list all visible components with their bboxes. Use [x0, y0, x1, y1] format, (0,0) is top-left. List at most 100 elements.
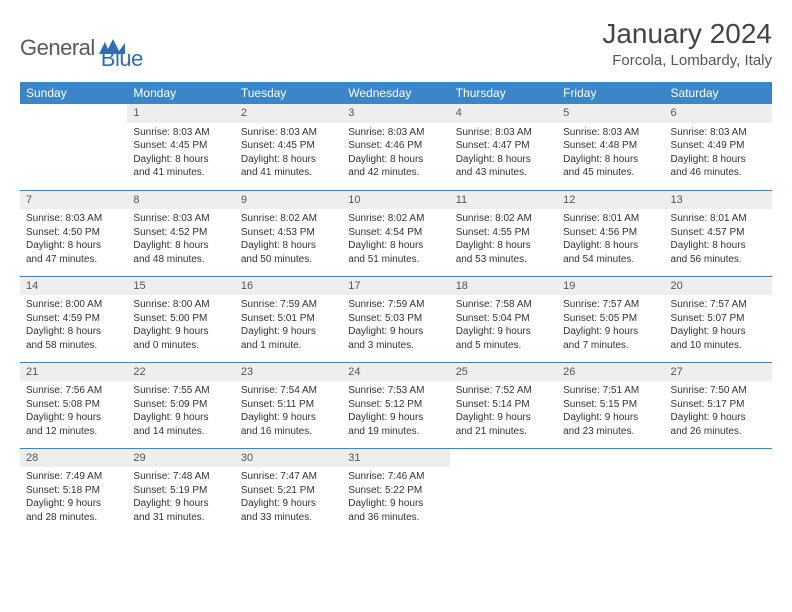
sunset-text: Sunset: 5:09 PM	[133, 398, 228, 412]
sunrise-text: Sunrise: 7:51 AM	[563, 384, 658, 398]
calendar-day-cell: 11Sunrise: 8:02 AMSunset: 4:55 PMDayligh…	[450, 190, 557, 276]
sunrise-text: Sunrise: 7:53 AM	[348, 384, 443, 398]
day-number: 18	[450, 277, 557, 296]
calendar-day-cell	[20, 104, 127, 190]
sunrise-text: Sunrise: 8:00 AM	[133, 298, 228, 312]
sunset-text: Sunset: 4:55 PM	[456, 226, 551, 240]
day-body: Sunrise: 7:54 AMSunset: 5:11 PMDaylight:…	[235, 381, 342, 442]
calendar-day-cell: 19Sunrise: 7:57 AMSunset: 5:05 PMDayligh…	[557, 276, 664, 362]
day-body: Sunrise: 7:58 AMSunset: 5:04 PMDaylight:…	[450, 295, 557, 356]
sunset-text: Sunset: 4:47 PM	[456, 139, 551, 153]
day-number: 28	[20, 449, 127, 468]
day-number: 3	[342, 104, 449, 123]
day-number: 31	[342, 449, 449, 468]
sunrise-text: Sunrise: 7:54 AM	[241, 384, 336, 398]
day-number: 24	[342, 363, 449, 382]
daylight-text-1: Daylight: 9 hours	[563, 325, 658, 339]
weekday-header: Monday	[127, 82, 234, 104]
calendar-day-cell: 12 Sunrise: 8:01 AMSunset: 4:56 PMDayligh…	[557, 190, 664, 276]
day-number: 22	[127, 363, 234, 382]
daylight-text-2: and 28 minutes.	[26, 511, 121, 525]
daylight-text-1: Daylight: 9 hours	[563, 411, 658, 425]
logo-blue: Blue	[101, 46, 143, 71]
daylight-text-2: and 12 minutes.	[26, 425, 121, 439]
daylight-text-2: and 10 minutes.	[671, 339, 766, 353]
calendar-week-row: 7Sunrise: 8:03 AMSunset: 4:50 PMDaylight…	[20, 190, 772, 276]
day-number: 12	[557, 191, 664, 210]
day-number: 16	[235, 277, 342, 296]
sunrise-text: Sunrise: 8:02 AM	[456, 212, 551, 226]
day-body: Sunrise: 8:03 AMSunset: 4:47 PMDaylight:…	[450, 123, 557, 184]
day-number: 10	[342, 191, 449, 210]
daylight-text-2: and 16 minutes.	[241, 425, 336, 439]
sunrise-text: Sunrise: 8:00 AM	[26, 298, 121, 312]
sunset-text: Sunset: 5:19 PM	[133, 484, 228, 498]
day-body: Sunrise: 7:57 AMSunset: 5:07 PMDaylight:…	[665, 295, 772, 356]
calendar-day-cell: 23Sunrise: 7:54 AMSunset: 5:11 PMDayligh…	[235, 362, 342, 448]
sunrise-text: Sunrise: 7:57 AM	[671, 298, 766, 312]
weekday-header: Sunday	[20, 82, 127, 104]
calendar-day-cell: 4Sunrise: 8:03 AMSunset: 4:47 PMDaylight…	[450, 104, 557, 190]
sunset-text: Sunset: 5:18 PM	[26, 484, 121, 498]
daylight-text-1: Daylight: 9 hours	[348, 325, 443, 339]
sunrise-text: Sunrise: 8:03 AM	[348, 126, 443, 140]
weekday-header: Friday	[557, 82, 664, 104]
daylight-text-1: Daylight: 8 hours	[241, 153, 336, 167]
sunrise-text: Sunrise: 7:46 AM	[348, 470, 443, 484]
day-number: 2	[235, 104, 342, 123]
daylight-text-1: Daylight: 8 hours	[133, 153, 228, 167]
weekday-header: Saturday	[665, 82, 772, 104]
weekday-header-row: Sunday Monday Tuesday Wednesday Thursday…	[20, 82, 772, 104]
sunrise-text: Sunrise: 7:59 AM	[348, 298, 443, 312]
daylight-text-1: Daylight: 9 hours	[348, 497, 443, 511]
daylight-text-1: Daylight: 9 hours	[241, 497, 336, 511]
daylight-text-1: Daylight: 8 hours	[456, 239, 551, 253]
daylight-text-2: and 19 minutes.	[348, 425, 443, 439]
daylight-text-2: and 50 minutes.	[241, 253, 336, 267]
sunrise-text: Sunrise: 7:50 AM	[671, 384, 766, 398]
day-number: 14	[20, 277, 127, 296]
sunset-text: Sunset: 4:56 PM	[563, 226, 658, 240]
day-number: 8	[127, 191, 234, 210]
daylight-text-2: and 43 minutes.	[456, 166, 551, 180]
daylight-text-1: Daylight: 8 hours	[671, 153, 766, 167]
calendar-week-row: 14Sunrise: 8:00 AMSunset: 4:59 PMDayligh…	[20, 276, 772, 362]
day-body: Sunrise: 7:49 AMSunset: 5:18 PMDaylight:…	[20, 467, 127, 528]
weekday-header: Tuesday	[235, 82, 342, 104]
daylight-text-1: Daylight: 9 hours	[348, 411, 443, 425]
sunrise-text: Sunrise: 8:03 AM	[563, 126, 658, 140]
sunrise-text: Sunrise: 8:01 AM	[563, 212, 658, 226]
day-body: Sunrise: 8:00 AMSunset: 4:59 PMDaylight:…	[20, 295, 127, 356]
sunrise-text: Sunrise: 7:52 AM	[456, 384, 551, 398]
daylight-text-1: Daylight: 9 hours	[456, 325, 551, 339]
daylight-text-1: Daylight: 8 hours	[563, 239, 658, 253]
day-number: 17	[342, 277, 449, 296]
sunrise-text: Sunrise: 8:03 AM	[671, 126, 766, 140]
day-body: Sunrise: 7:52 AMSunset: 5:14 PMDaylight:…	[450, 381, 557, 442]
daylight-text-1: Daylight: 9 hours	[26, 497, 121, 511]
day-number: 6	[665, 104, 772, 123]
sunrise-text: Sunrise: 7:49 AM	[26, 470, 121, 484]
calendar-day-cell: 5Sunrise: 8:03 AMSunset: 4:48 PMDaylight…	[557, 104, 664, 190]
daylight-text-1: Daylight: 8 hours	[26, 239, 121, 253]
sunset-text: Sunset: 4:59 PM	[26, 312, 121, 326]
day-body: Sunrise: 7:59 AMSunset: 5:03 PMDaylight:…	[342, 295, 449, 356]
daylight-text-1: Daylight: 9 hours	[241, 325, 336, 339]
day-body: Sunrise: 7:59 AMSunset: 5:01 PMDaylight:…	[235, 295, 342, 356]
day-number: 9	[235, 191, 342, 210]
calendar-day-cell: 30Sunrise: 7:47 AMSunset: 5:21 PMDayligh…	[235, 448, 342, 534]
sunset-text: Sunset: 4:54 PM	[348, 226, 443, 240]
day-body: Sunrise: 7:48 AMSunset: 5:19 PMDaylight:…	[127, 467, 234, 528]
daylight-text-2: and 48 minutes.	[133, 253, 228, 267]
logo: General Blue	[20, 24, 143, 72]
calendar-day-cell: 7Sunrise: 8:03 AMSunset: 4:50 PMDaylight…	[20, 190, 127, 276]
calendar-day-cell: 21Sunrise: 7:56 AMSunset: 5:08 PMDayligh…	[20, 362, 127, 448]
daylight-text-1: Daylight: 8 hours	[241, 239, 336, 253]
sunrise-text: Sunrise: 8:03 AM	[133, 126, 228, 140]
calendar-day-cell: 14Sunrise: 8:00 AMSunset: 4:59 PMDayligh…	[20, 276, 127, 362]
day-number: 13	[665, 191, 772, 210]
day-body: Sunrise: 8:03 AMSunset: 4:46 PMDaylight:…	[342, 123, 449, 184]
daylight-text-2: and 33 minutes.	[241, 511, 336, 525]
calendar-day-cell: 15Sunrise: 8:00 AMSunset: 5:00 PMDayligh…	[127, 276, 234, 362]
day-body: Sunrise: 8:03 AMSunset: 4:52 PMDaylight:…	[127, 209, 234, 270]
